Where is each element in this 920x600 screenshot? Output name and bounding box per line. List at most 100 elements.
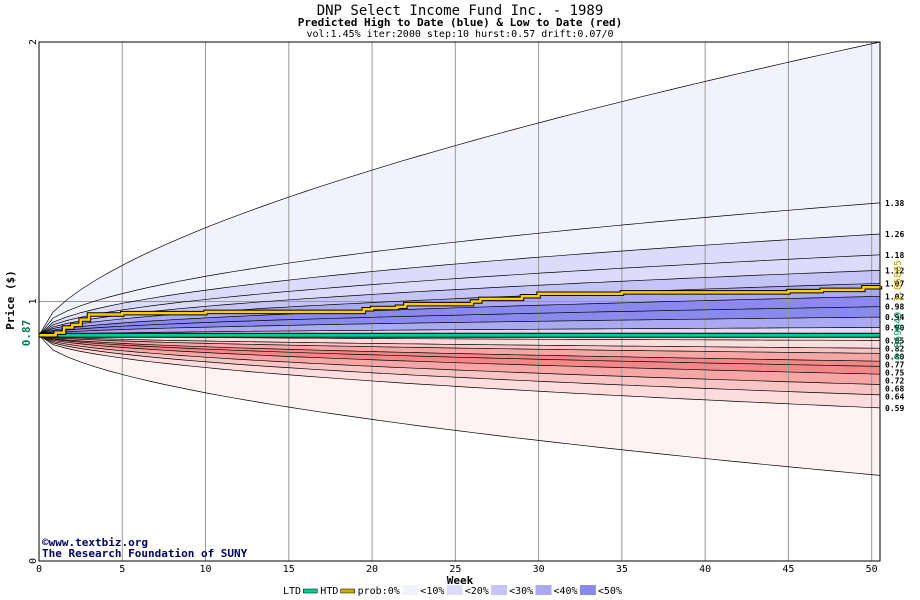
x-tick-label-10: 10 — [200, 564, 212, 575]
plot-frame — [38, 41, 881, 562]
x-tick-label-35: 35 — [616, 564, 628, 575]
low-quantile-line-7 — [38, 334, 881, 396]
high-quantile-line-8 — [38, 316, 881, 336]
credit-organization: The Research Foundation of SUNY — [42, 547, 248, 560]
low-band-1 — [39, 335, 880, 354]
legend-swatch-0 — [303, 588, 318, 594]
high-band-6 — [39, 296, 880, 336]
low-quantile-label-6: 0.68 — [885, 384, 904, 393]
x-tick-label-25: 25 — [449, 564, 461, 575]
low-quantile-line-6 — [38, 334, 881, 385]
x-tick-label-45: 45 — [782, 564, 794, 575]
high-quantile-label-3: 1.12 — [885, 266, 904, 275]
low-quantile-label-2: 0.80 — [885, 352, 904, 361]
legend-label-5: <30% — [509, 586, 533, 597]
legend-label-0: LTD — [283, 586, 301, 597]
high-quantile-line-1 — [38, 202, 881, 336]
x-tick-label-30: 30 — [533, 564, 545, 575]
high-band-1 — [39, 202, 880, 336]
x-tick-label-0: 0 — [36, 564, 42, 575]
chart-subtitle: Predicted High to Date (blue) & Low to D… — [298, 16, 623, 29]
low-quantile-line-1 — [38, 334, 881, 349]
low-quantile-line-5 — [38, 334, 881, 375]
legend-swatch-4 — [446, 585, 463, 595]
high-quantile-line-3 — [38, 254, 881, 336]
high-quantile-label-7: 0.94 — [885, 313, 904, 322]
high-band-8 — [39, 317, 880, 336]
high-quantile-label-5: 1.02 — [885, 292, 904, 301]
high-quantile-label-6: 0.98 — [885, 303, 904, 312]
current-price-label: 0.87 — [20, 320, 33, 347]
high-band-3 — [39, 254, 880, 336]
high-quantile-line-2 — [38, 233, 881, 336]
high-quantile-label-1: 1.26 — [885, 230, 904, 239]
low-quantile-label-5: 0.72 — [885, 376, 904, 385]
legend-swatch-7 — [579, 585, 596, 595]
legend: LTD HTD prob:0% <10% <20% <30% <40% <50% — [283, 585, 622, 597]
high-quantile-line-9 — [38, 327, 881, 336]
legend-label-1: HTD — [320, 586, 338, 597]
low-band-0 — [39, 335, 880, 349]
high-quantile-label-8: 0.90 — [885, 323, 904, 332]
probability-bands — [39, 42, 880, 561]
y-tick-label-2: 2 — [28, 39, 39, 45]
low-quantile-line-9 — [38, 334, 881, 476]
low-quantile-label-4: 0.75 — [885, 368, 904, 377]
y-tick-label-1: 1 — [28, 298, 39, 304]
low-quantile-label-1: 0.82 — [885, 344, 904, 353]
low-quantile-label-3: 0.77 — [885, 360, 904, 369]
chart-title: DNP Select Income Fund Inc. - 1989 — [317, 3, 604, 19]
low-band-4 — [39, 335, 880, 375]
high-band-4 — [39, 270, 880, 336]
series-lines — [38, 41, 883, 476]
low-quantile-label-8: 0.59 — [885, 404, 904, 413]
x-tick-label-15: 15 — [283, 564, 295, 575]
ltd-value-label: 0.869649 — [893, 312, 904, 360]
low-quantile-label-7: 0.64 — [885, 392, 904, 401]
credit-website: ©www.textbiz.org — [42, 536, 148, 549]
high-quantile-label-0: 1.38 — [885, 199, 904, 208]
high-quantile-line-0 — [38, 41, 881, 336]
legend-swatch-1 — [340, 588, 355, 594]
high-band-7 — [39, 306, 880, 336]
x-tick-label-40: 40 — [699, 564, 711, 575]
chart-params: vol:1.45% iter:2000 step:10 hurst:0.57 d… — [306, 29, 613, 40]
high-quantile-label-2: 1.18 — [885, 251, 904, 260]
x-tick-label-5: 5 — [119, 564, 125, 575]
high-quantile-line-7 — [38, 306, 881, 336]
high-quantile-line-4 — [38, 270, 881, 336]
low-quantile-line-2 — [38, 334, 881, 354]
legend-label-2: prob:0% — [358, 586, 400, 597]
legend-label-7: <50% — [598, 586, 622, 597]
y-axis-title: Price ($) — [4, 270, 17, 330]
plot-border — [38, 41, 881, 562]
legend-label-3: <10% — [420, 586, 444, 597]
x-tick-label-50: 50 — [866, 564, 878, 575]
y-tick-label-0: 0 — [28, 558, 39, 564]
axis-labels: 0 5 10 15 20 25 30 35 40 45 500121.381.261.181.121… — [28, 39, 904, 575]
high-quantile-line-6 — [38, 295, 881, 336]
high-quantile-label-4: 1.07 — [885, 279, 904, 288]
htd-value-label: 1.05865 — [893, 260, 904, 302]
high-band-0 — [39, 42, 880, 336]
low-band-5 — [39, 335, 880, 385]
legend-swatch-6 — [535, 585, 552, 595]
low-band-6 — [39, 335, 880, 395]
high-band-2 — [39, 234, 880, 336]
legend-label-6: <40% — [554, 586, 578, 597]
low-band-7 — [39, 335, 880, 408]
low-quantile-label-0: 0.85 — [885, 336, 904, 345]
low-quantile-line-3 — [38, 334, 881, 362]
x-tick-label-20: 20 — [366, 564, 378, 575]
low-band-3 — [39, 335, 880, 367]
legend-swatch-5 — [491, 585, 508, 595]
low-band-8 — [39, 335, 880, 476]
htd-line — [39, 285, 882, 337]
low-quantile-line-8 — [38, 334, 881, 409]
legend-swatch-3 — [402, 585, 419, 595]
legend-label-4: <20% — [465, 586, 489, 597]
x-axis-title: Week — [447, 574, 474, 587]
high-band-5 — [39, 283, 880, 336]
low-quantile-line-4 — [38, 334, 881, 367]
